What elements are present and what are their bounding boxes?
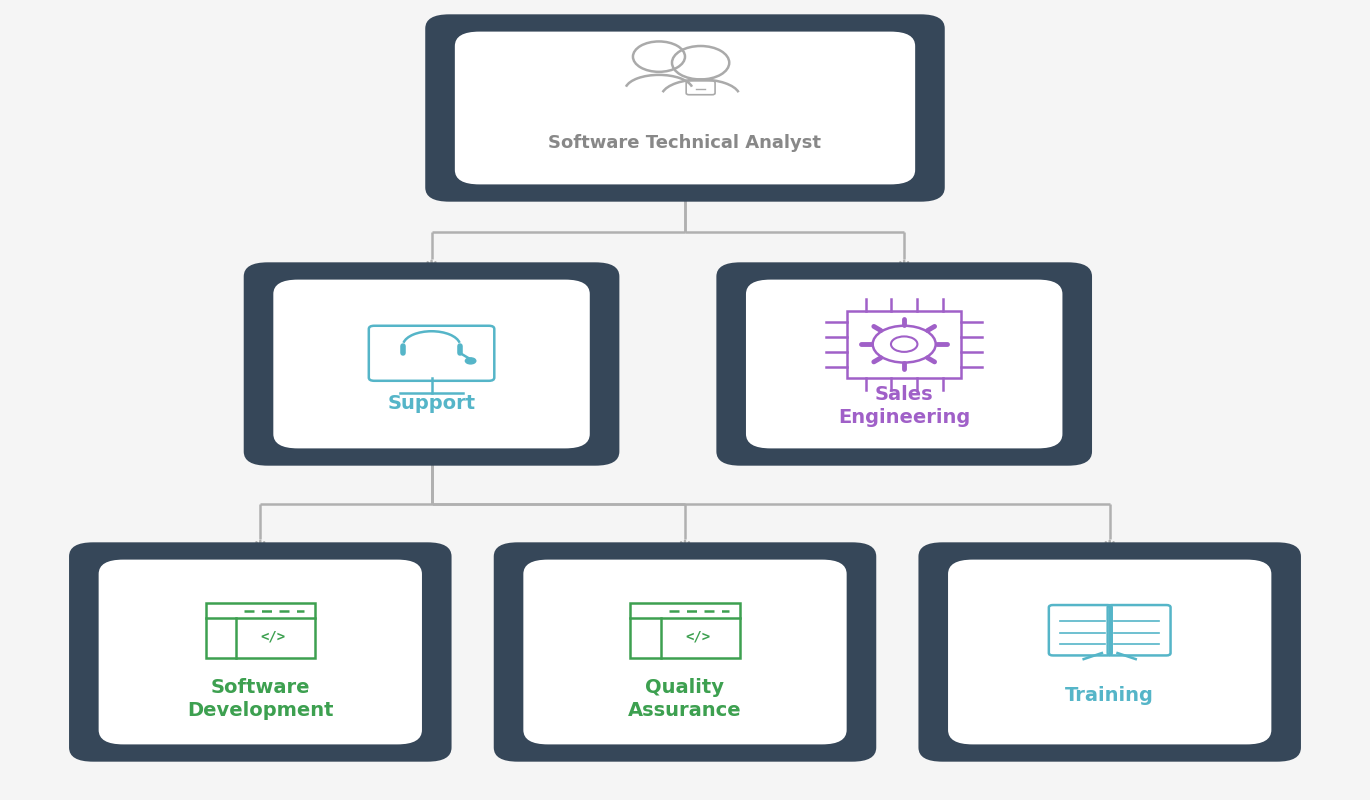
Text: Training: Training <box>1066 686 1154 705</box>
FancyBboxPatch shape <box>99 560 422 744</box>
Text: </>: </> <box>260 630 286 644</box>
Text: Software Technical Analyst: Software Technical Analyst <box>548 134 822 152</box>
FancyBboxPatch shape <box>68 542 452 762</box>
Text: </>: </> <box>685 630 711 644</box>
FancyBboxPatch shape <box>948 560 1271 744</box>
FancyBboxPatch shape <box>918 542 1302 762</box>
Text: Sales
Engineering: Sales Engineering <box>838 385 970 427</box>
FancyBboxPatch shape <box>745 280 1062 448</box>
FancyBboxPatch shape <box>717 262 1092 466</box>
Text: Software
Development: Software Development <box>188 678 333 720</box>
FancyBboxPatch shape <box>493 542 877 762</box>
FancyBboxPatch shape <box>273 280 589 448</box>
Text: Quality
Assurance: Quality Assurance <box>629 678 741 720</box>
FancyBboxPatch shape <box>244 262 619 466</box>
FancyBboxPatch shape <box>455 31 915 184</box>
Text: Support: Support <box>388 394 475 413</box>
Circle shape <box>466 358 475 364</box>
FancyBboxPatch shape <box>425 14 945 202</box>
FancyBboxPatch shape <box>523 560 847 744</box>
